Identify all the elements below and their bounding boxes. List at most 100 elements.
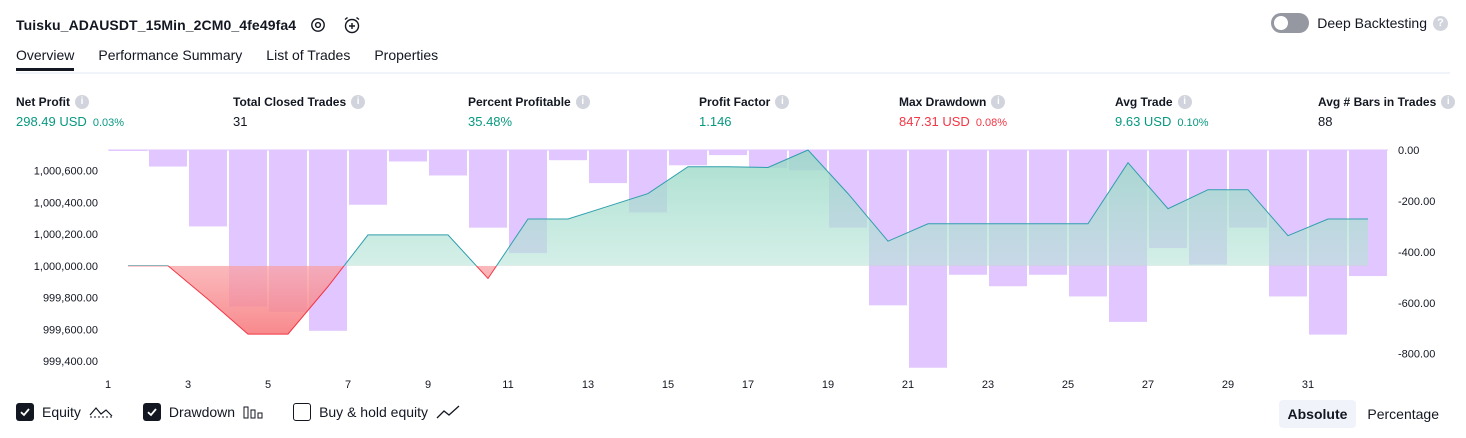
deep-backtesting-label: Deep Backtesting — [1317, 15, 1427, 31]
drawdown-bars-icon — [243, 405, 263, 419]
drawdown-bar — [149, 150, 187, 167]
legend-label: Drawdown — [168, 404, 236, 420]
metric-value: 1.146 — [699, 114, 732, 129]
equity-axis-label: 999,600.00 — [43, 324, 98, 336]
drawdown-bar — [389, 150, 427, 162]
x-axis-label: 21 — [902, 379, 914, 391]
drawdown-bar — [469, 150, 507, 228]
drawdown-bar — [189, 150, 227, 227]
metric-percent: 0.10% — [1177, 117, 1209, 129]
equity-checkbox[interactable] — [16, 403, 34, 421]
legend-label: Equity — [42, 404, 81, 420]
strategy-name: Tuisku_ADAUSDT_15Min_2CM0_4fe49fa4 — [16, 17, 297, 33]
settings-icon[interactable] — [308, 15, 328, 35]
metric-label: Profit Factor — [699, 94, 771, 109]
x-axis-label: 31 — [1302, 379, 1314, 391]
x-axis-label: 29 — [1222, 379, 1234, 391]
info-icon[interactable]: i — [775, 94, 790, 109]
help-icon[interactable]: ? — [1433, 15, 1448, 31]
info-icon[interactable]: i — [351, 94, 366, 109]
legend-label: Buy & hold equity — [319, 404, 429, 420]
equity-axis-label: 1,000,400.00 — [34, 197, 98, 209]
info-icon[interactable]: i — [1177, 94, 1192, 109]
x-axis-label: 15 — [662, 379, 674, 391]
buy-hold-checkbox[interactable] — [293, 403, 312, 421]
metric-percent: 0.03% — [92, 117, 125, 129]
drawdown-bar — [589, 150, 627, 184]
add-alert-icon[interactable] — [342, 15, 362, 35]
drawdown-axis-label: 0.00 — [1398, 145, 1419, 157]
drawdown-axis-label: -200.00 — [1398, 196, 1435, 208]
metric-percent: 0.08% — [975, 117, 1008, 129]
metric-percent-profitable: Percent Profitable i 35.48% — [468, 94, 590, 129]
metric-avg-trade: Avg Trade i 9.63 USD 0.10% — [1115, 94, 1209, 129]
metric-label: Percent Profitable — [468, 94, 571, 109]
drawdown-axis-label: -600.00 — [1398, 298, 1435, 310]
mode-percentage-button[interactable]: Percentage — [1367, 406, 1439, 422]
equity-line-positive — [128, 149, 1368, 266]
tab-properties[interactable]: Properties — [374, 47, 439, 63]
x-axis-label: 5 — [265, 379, 271, 391]
deep-backtesting-toggle[interactable] — [1271, 13, 1310, 33]
metric-value: 88 — [1318, 114, 1333, 129]
info-icon[interactable]: i — [1441, 94, 1456, 109]
strategy-header: Tuisku_ADAUSDT_15Min_2CM0_4fe49fa4 — [16, 12, 362, 38]
x-axis-label: 27 — [1142, 379, 1154, 391]
drawdown-bar — [709, 150, 747, 156]
x-axis-label: 9 — [425, 379, 431, 391]
equity-axis-label: 1,000,200.00 — [34, 229, 98, 241]
info-icon[interactable]: i — [991, 94, 1006, 109]
x-axis-label: 25 — [1062, 379, 1074, 391]
drawdown-bar — [429, 150, 467, 176]
legend-buy-hold[interactable]: Buy & hold equity — [293, 403, 460, 421]
x-axis-label: 17 — [742, 379, 754, 391]
equity-area-negative — [128, 265, 1368, 335]
metric-total-closed-trades: Total Closed Trades i 31 — [233, 94, 366, 129]
equity-area-positive — [128, 150, 1368, 266]
drawdown-bar — [349, 150, 387, 205]
legend-equity[interactable]: Equity — [16, 403, 113, 421]
tab-overview[interactable]: Overview — [16, 47, 75, 71]
equity-axis-label: 999,800.00 — [43, 293, 98, 305]
info-icon[interactable]: i — [575, 94, 590, 109]
toggle-knob — [1274, 16, 1289, 30]
metric-value: 9.63 USD — [1115, 114, 1172, 129]
x-axis-label: 3 — [185, 379, 191, 391]
chart-legend: Equity Drawdown Buy & hold equity — [16, 403, 490, 421]
metric-label: Avg # Bars in Trades — [1318, 94, 1437, 109]
drawdown-axis-label: -400.00 — [1398, 247, 1435, 259]
drawdown-axis-label: -800.00 — [1398, 349, 1435, 361]
tab-bar: Overview Performance Summary List of Tra… — [16, 47, 462, 71]
tab-performance-summary[interactable]: Performance Summary — [98, 47, 243, 63]
equity-line-icon — [89, 405, 113, 419]
x-axis-label: 23 — [982, 379, 994, 391]
x-axis-label: 1 — [105, 379, 111, 391]
tabs-divider — [16, 72, 1450, 74]
info-icon[interactable]: i — [75, 94, 89, 109]
metric-value: 31 — [233, 114, 248, 129]
x-axis-label: 19 — [822, 379, 834, 391]
metric-net-profit: Net Profit i 298.49 USD 0.03% — [16, 94, 124, 129]
legend-drawdown[interactable]: Drawdown — [142, 403, 263, 421]
x-axis-label: 7 — [345, 379, 351, 391]
equity-line-negative — [128, 265, 498, 335]
tab-list-of-trades[interactable]: List of Trades — [266, 47, 351, 63]
mode-absolute-button[interactable]: Absolute — [1278, 400, 1357, 428]
metric-label: Max Drawdown — [899, 94, 987, 109]
drawdown-bar — [549, 150, 587, 161]
metric-value: 298.49 USD — [16, 114, 87, 129]
metric-label: Total Closed Trades — [233, 94, 347, 109]
metric-label: Avg Trade — [1115, 94, 1173, 109]
metric-max-drawdown: Max Drawdown i 847.31 USD 0.08% — [899, 94, 1007, 129]
deep-backtesting: Deep Backtesting ? — [1271, 13, 1448, 33]
metric-value: 847.31 USD — [899, 114, 970, 129]
equity-axis-label: 999,400.00 — [43, 356, 98, 368]
buy-hold-line-icon — [436, 405, 460, 419]
drawdown-bar — [669, 150, 707, 166]
drawdown-bar — [309, 150, 347, 331]
equity-drawdown-chart[interactable]: 1,000,600.00 1,000,400.00 1,000,200.00 1,00… — [0, 140, 1466, 398]
metric-avg-bars: Avg # Bars in Trades i 88 — [1318, 94, 1456, 129]
drawdown-checkbox[interactable] — [142, 403, 161, 421]
value-mode-switch: Absolute Percentage — [1277, 400, 1449, 428]
metric-label: Net Profit — [16, 94, 70, 109]
